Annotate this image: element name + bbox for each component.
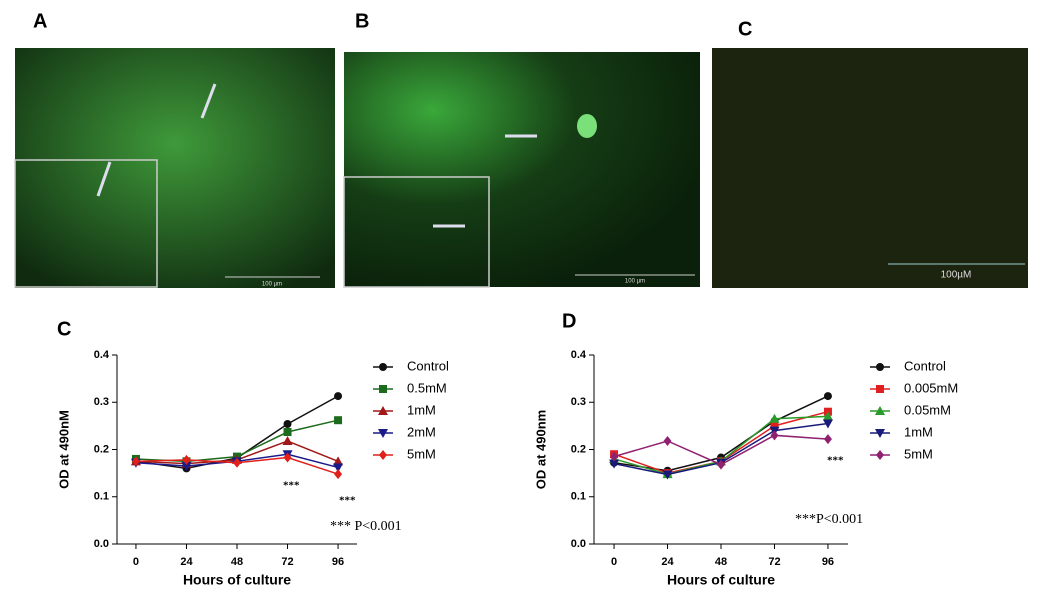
legend-label: 2mM — [407, 424, 436, 439]
panel-letter: A — [33, 10, 47, 32]
marker — [876, 450, 884, 460]
annotation: ***P<0.001 — [795, 512, 863, 527]
y-tick-label: 0.2 — [571, 443, 586, 455]
marker — [131, 456, 140, 467]
x-axis-label: Hours of culture — [183, 572, 291, 588]
x-tick-label: 24 — [661, 556, 674, 568]
marker — [823, 434, 832, 445]
y-tick-label: 0.0 — [571, 538, 586, 550]
legend-label: 0.5mM — [407, 380, 447, 395]
legend-label: Control — [904, 358, 946, 373]
x-tick-label: 72 — [768, 556, 780, 568]
marker — [333, 456, 344, 466]
marker — [770, 421, 779, 430]
y-tick-label: 0.4 — [571, 349, 587, 361]
y-tick-label: 0.4 — [94, 349, 110, 361]
marker — [233, 457, 241, 468]
annotation: *** P<0.001 — [330, 519, 402, 534]
marker — [875, 429, 885, 438]
marker — [333, 463, 344, 473]
marker — [379, 363, 387, 371]
annotation: *** — [339, 495, 356, 507]
marker — [609, 459, 620, 469]
marker — [378, 406, 388, 415]
annotation: *** — [283, 480, 300, 492]
legend-label: 0.05mM — [904, 402, 951, 417]
marker — [334, 416, 343, 425]
x-tick-label: 96 — [332, 556, 344, 568]
y-tick-label: 0.3 — [571, 396, 586, 408]
marker — [663, 435, 672, 446]
legend-label: Control — [407, 358, 449, 373]
x-tick-label: 48 — [715, 556, 727, 568]
marker — [662, 470, 673, 480]
marker — [282, 435, 293, 445]
scale-label: 100µM — [941, 270, 972, 281]
micrograph-c: 100µM — [712, 48, 1028, 288]
y-tick-label: 0.1 — [571, 491, 586, 503]
marker — [181, 462, 192, 472]
y-tick-label: 0.0 — [94, 538, 109, 550]
panel-letter: B — [355, 10, 369, 32]
marker — [822, 419, 833, 429]
marker — [823, 392, 832, 401]
marker — [283, 419, 292, 428]
marker — [876, 363, 884, 371]
marker — [379, 385, 387, 393]
marker — [182, 454, 191, 465]
legend-label: 1mM — [407, 402, 436, 417]
legend-label: 5mM — [904, 446, 933, 461]
annotation: *** — [827, 455, 844, 467]
x-axis-label: Hours of culture — [667, 572, 775, 588]
panel-letter: C — [738, 18, 752, 40]
scale-label: 100 µm — [262, 282, 282, 288]
marker — [717, 459, 725, 470]
marker — [334, 469, 343, 480]
legend-label: 1mM — [904, 424, 933, 439]
marker — [822, 411, 833, 421]
marker — [283, 428, 292, 437]
x-tick-label: 72 — [281, 556, 293, 568]
y-tick-label: 0.3 — [94, 396, 109, 408]
scale-label: 100 µm — [625, 279, 645, 285]
marker — [334, 392, 343, 401]
x-tick-label: 24 — [180, 556, 193, 568]
marker — [875, 406, 885, 415]
marker — [378, 429, 388, 438]
y-tick-label: 0.1 — [94, 491, 109, 503]
marker — [283, 452, 292, 463]
chart-title: D — [562, 310, 576, 332]
micrograph-a: 100 µm — [14, 48, 335, 288]
x-tick-label: 0 — [611, 556, 617, 568]
marker — [770, 430, 779, 441]
x-tick-label: 48 — [231, 556, 243, 568]
marker — [379, 450, 387, 460]
x-tick-label: 96 — [822, 556, 834, 568]
marker — [610, 451, 619, 462]
legend-label: 0.005mM — [904, 380, 958, 395]
chart-title: C — [57, 318, 71, 340]
marker — [769, 413, 780, 423]
micrograph-b: 100 µm — [343, 52, 700, 288]
marker — [876, 385, 884, 393]
y-axis-label: OD at 490nm — [533, 410, 548, 489]
legend-label: 5mM — [407, 446, 436, 461]
x-tick-label: 0 — [133, 556, 139, 568]
y-axis-label: OD at 490nM — [56, 410, 71, 489]
y-tick-label: 0.2 — [94, 443, 109, 455]
